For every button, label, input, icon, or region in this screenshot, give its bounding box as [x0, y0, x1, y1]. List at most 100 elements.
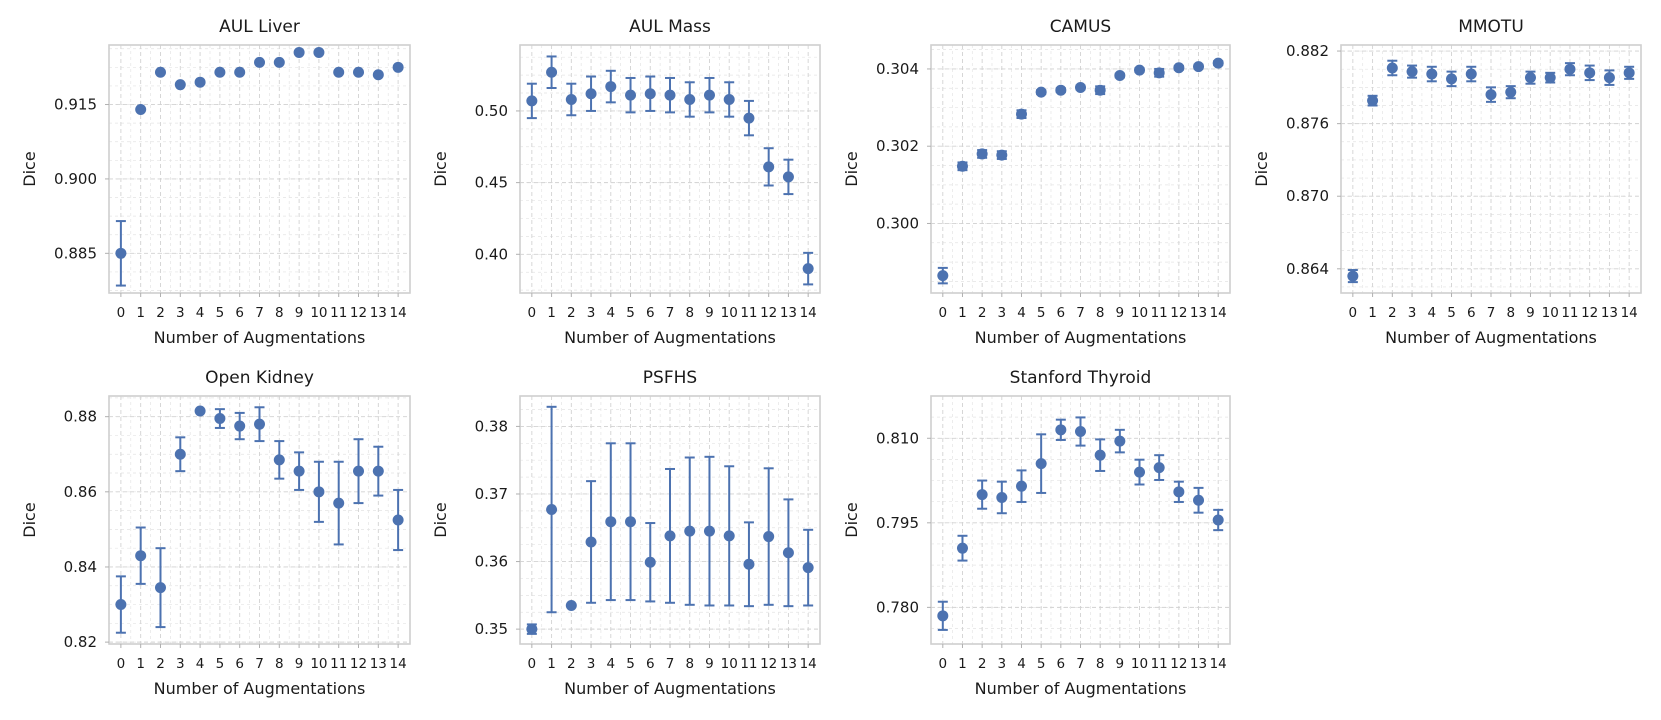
x-tick-label: 9: [295, 305, 304, 321]
data-point: [1153, 462, 1165, 474]
x-tick-label: 7: [1076, 305, 1085, 321]
y-tick-label: 0.84: [64, 558, 97, 576]
x-tick-label: 6: [235, 656, 244, 672]
data-point: [392, 514, 404, 526]
data-point: [1015, 108, 1027, 120]
data-point: [293, 46, 305, 58]
data-point: [996, 491, 1008, 503]
x-tick-label: 1: [136, 656, 145, 672]
data-point: [664, 89, 676, 101]
data-point: [763, 161, 775, 173]
data-point: [234, 66, 246, 78]
data-point: [1465, 68, 1477, 80]
data-point: [625, 516, 637, 528]
data-point: [1544, 72, 1556, 84]
data-point: [372, 465, 384, 477]
x-tick-label: 3: [998, 305, 1007, 321]
x-tick-label: 7: [666, 305, 675, 321]
data-point: [956, 542, 968, 554]
y-tick-label: 0.38: [475, 417, 508, 435]
data-point: [1035, 458, 1047, 470]
x-tick-label: 4: [606, 656, 615, 672]
x-tick-label: 9: [1116, 656, 1125, 672]
data-point: [1114, 70, 1126, 82]
y-axis-label: Dice: [431, 151, 450, 186]
x-tick-label: 14: [390, 656, 407, 672]
data-point: [392, 61, 404, 73]
data-point: [1114, 435, 1126, 447]
data-point: [526, 623, 538, 635]
x-tick-label: 4: [606, 305, 615, 321]
y-axis-label: Dice: [842, 151, 861, 186]
data-point: [743, 112, 755, 124]
data-point: [605, 516, 617, 528]
data-point: [1426, 68, 1438, 80]
chart-title: PSFHS: [643, 368, 697, 388]
y-tick-label: 0.37: [475, 485, 508, 503]
y-tick-label: 0.810: [876, 429, 919, 447]
x-tick-label: 10: [310, 656, 327, 672]
x-tick-label: 2: [567, 305, 576, 321]
data-point: [174, 448, 186, 460]
data-point: [1075, 426, 1086, 438]
data-point: [956, 160, 968, 172]
data-point: [937, 270, 949, 282]
x-tick-label: 13: [1601, 305, 1618, 321]
data-point: [254, 56, 265, 68]
x-tick-label: 8: [1096, 656, 1105, 672]
data-point: [546, 66, 558, 78]
x-tick-label: 6: [1057, 305, 1066, 321]
y-tick-label: 0.915: [54, 96, 97, 114]
x-tick-label: 5: [216, 656, 225, 672]
x-tick-label: 0: [1349, 305, 1358, 321]
data-point: [763, 531, 775, 543]
data-point: [1055, 84, 1067, 96]
y-tick-label: 0.50: [475, 102, 508, 120]
data-point: [565, 599, 577, 611]
data-point: [1603, 72, 1615, 84]
x-tick-label: 7: [666, 656, 675, 672]
y-tick-label: 0.870: [1286, 187, 1329, 205]
x-tick-label: 12: [350, 656, 367, 672]
data-point: [1524, 72, 1536, 84]
x-tick-label: 13: [780, 656, 797, 672]
x-tick-label: 1: [958, 656, 967, 672]
x-tick-label: 1: [958, 305, 967, 321]
data-point: [1173, 62, 1185, 74]
x-tick-label: 5: [626, 656, 635, 672]
data-point: [333, 66, 345, 78]
x-tick-label: 11: [740, 656, 757, 672]
data-point: [154, 66, 166, 78]
data-point: [1347, 270, 1359, 282]
y-tick-label: 0.300: [876, 214, 919, 232]
x-tick-label: 4: [1427, 305, 1436, 321]
data-point: [273, 56, 285, 68]
y-tick-label: 0.40: [475, 245, 508, 263]
data-point: [115, 599, 127, 611]
data-point: [1505, 86, 1517, 98]
x-tick-label: 10: [310, 305, 327, 321]
x-tick-label: 2: [1388, 305, 1397, 321]
x-tick-label: 7: [255, 305, 264, 321]
x-tick-label: 12: [350, 305, 367, 321]
x-tick-label: 9: [1526, 305, 1535, 321]
y-axis-label: Dice: [842, 502, 861, 537]
x-tick-label: 11: [1151, 656, 1168, 672]
data-point: [254, 418, 265, 430]
data-point: [723, 93, 735, 105]
x-tick-label: 3: [176, 656, 185, 672]
x-tick-label: 8: [685, 656, 694, 672]
x-tick-label: 12: [760, 656, 777, 672]
y-axis-label: Dice: [20, 502, 39, 537]
x-tick-label: 0: [117, 656, 126, 672]
x-tick-label: 4: [1017, 305, 1026, 321]
y-axis-label: Dice: [1252, 151, 1271, 186]
x-tick-label: 12: [1170, 305, 1187, 321]
data-point: [1212, 514, 1224, 526]
data-point: [313, 46, 325, 58]
x-tick-label: 3: [587, 656, 596, 672]
